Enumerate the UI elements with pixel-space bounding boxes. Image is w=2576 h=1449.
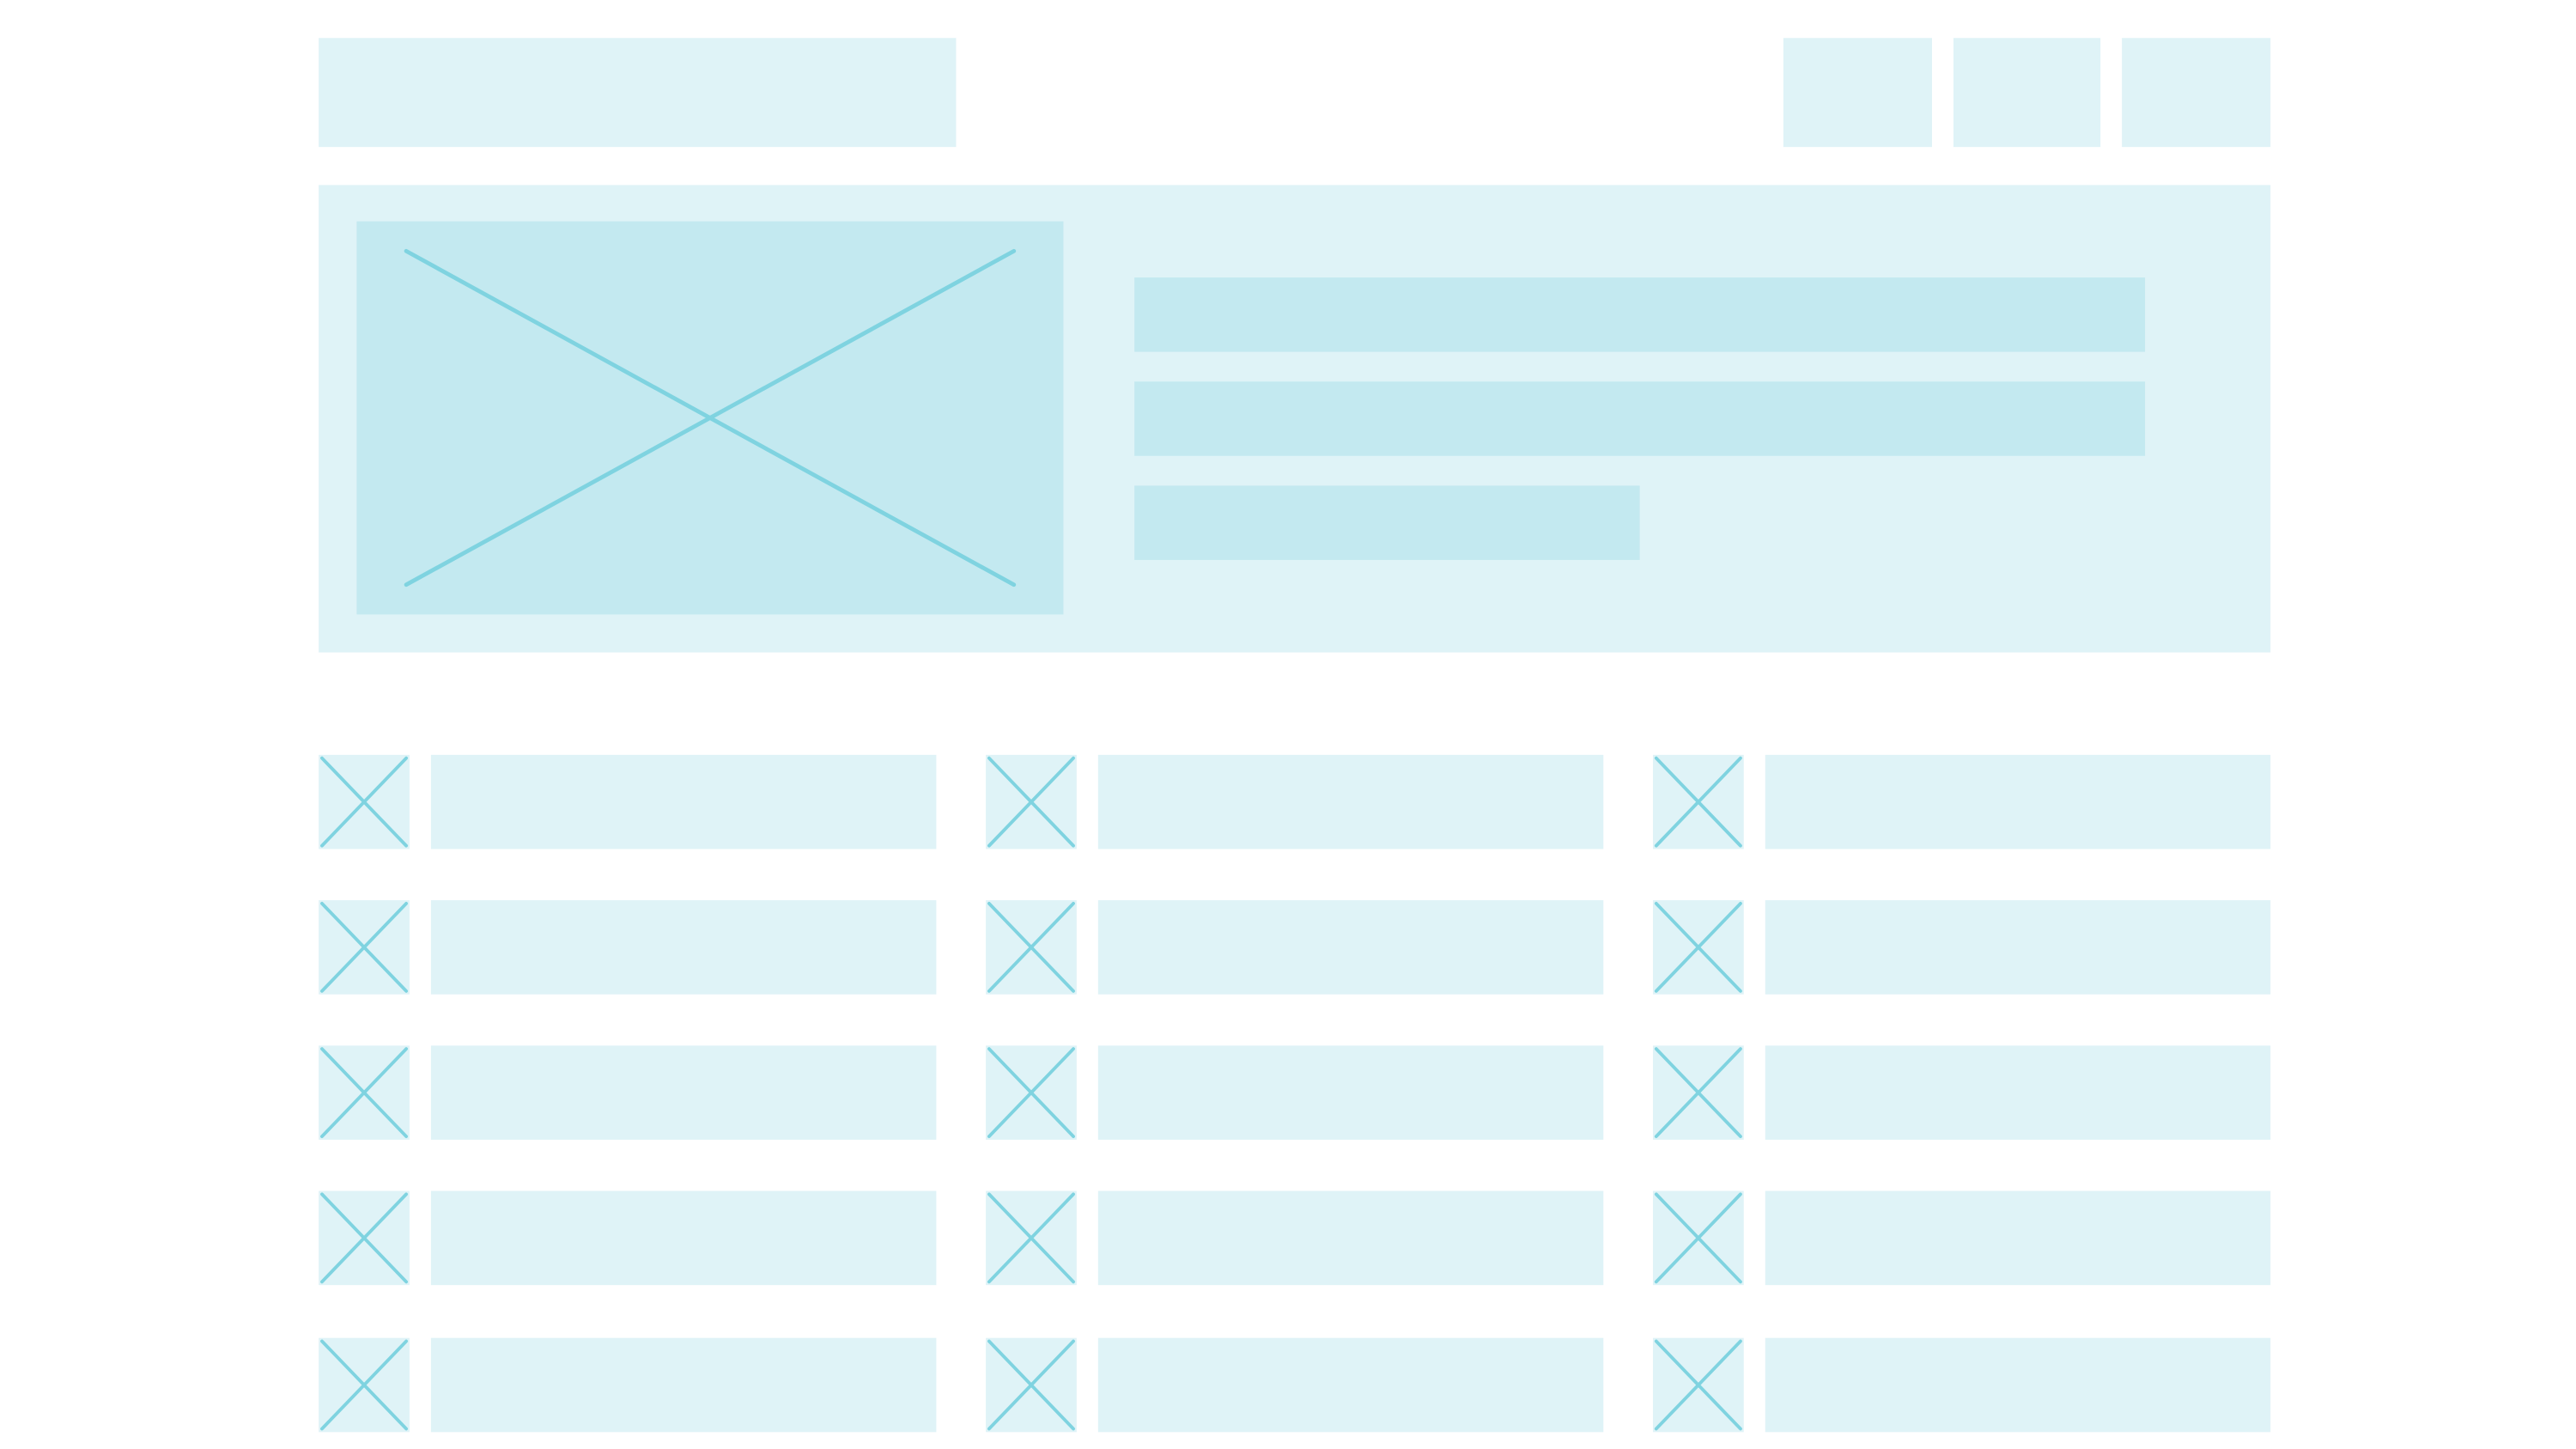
item-text[interactable] — [430, 900, 937, 995]
item-text[interactable] — [1097, 1190, 1604, 1286]
thumbnail-cross — [1654, 1192, 1742, 1284]
item-text[interactable] — [430, 1045, 937, 1140]
image-cross — [404, 248, 1017, 588]
thumbnail-cross — [1654, 902, 1742, 993]
item-text[interactable] — [430, 1190, 937, 1286]
thumbnail-cross — [987, 1192, 1075, 1284]
item-text[interactable] — [1097, 1337, 1604, 1433]
item-text[interactable] — [1765, 1337, 2271, 1433]
thumbnail-cross — [987, 902, 1075, 993]
thumbnail-cross — [1654, 756, 1742, 848]
nav-button[interactable] — [1953, 38, 2101, 148]
thumbnail-cross — [320, 756, 408, 848]
item-text[interactable] — [430, 754, 937, 849]
thumbnail-cross — [987, 1047, 1075, 1139]
thumbnail-cross — [1654, 1047, 1742, 1139]
item-text[interactable] — [1097, 754, 1604, 849]
item-text[interactable] — [430, 1337, 937, 1433]
item-text[interactable] — [1097, 900, 1604, 995]
thumbnail-cross — [1654, 1339, 1742, 1431]
item-text[interactable] — [1765, 754, 2271, 849]
item-text[interactable] — [1765, 1190, 2271, 1286]
thumbnail-cross — [320, 1047, 408, 1139]
item-text[interactable] — [1765, 900, 2271, 995]
thumbnail-cross — [320, 1339, 408, 1431]
thumbnail-cross — [320, 902, 408, 993]
text-line — [1134, 485, 1640, 560]
logo-placeholder[interactable] — [319, 38, 957, 148]
thumbnail-cross — [320, 1192, 408, 1284]
item-text[interactable] — [1097, 1045, 1604, 1140]
text-line — [1134, 277, 2146, 352]
item-text[interactable] — [1765, 1045, 2271, 1140]
thumbnail-cross — [987, 756, 1075, 848]
nav-button[interactable] — [1783, 38, 1932, 148]
nav-button[interactable] — [2122, 38, 2271, 148]
text-line — [1134, 381, 2146, 456]
thumbnail-cross — [987, 1339, 1075, 1431]
